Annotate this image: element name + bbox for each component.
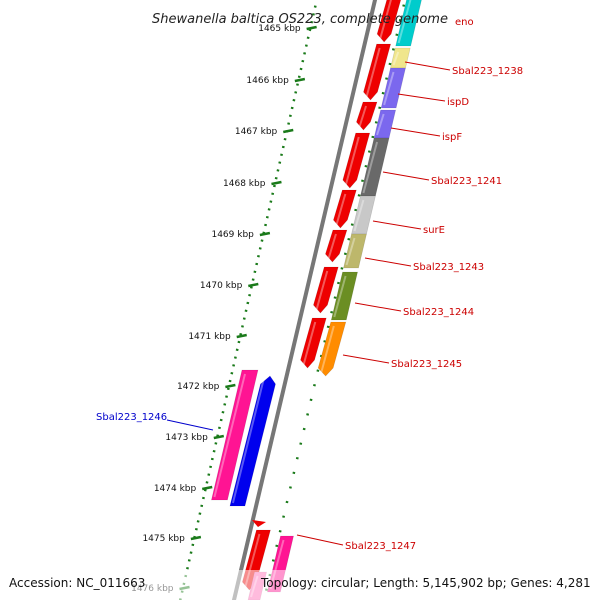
kbp-label: 1471 kbp <box>188 332 231 342</box>
forward-gene-shine <box>365 47 381 98</box>
gene-label: ispD <box>447 97 469 108</box>
gene-label: Sbal223_1243 <box>413 262 484 273</box>
cog-gene-shine <box>392 51 400 66</box>
forward-gene-shine <box>327 233 337 260</box>
reverse-gene-blue <box>229 375 276 507</box>
gene-label: Sbal223_1241 <box>431 176 502 187</box>
cog-gene-shine <box>376 113 385 136</box>
kbp-tick <box>225 383 236 389</box>
forward-gene-shine <box>335 193 347 226</box>
small-gene-arrow <box>252 520 266 527</box>
forward-gene <box>356 101 378 131</box>
gene-label: surE <box>423 225 445 236</box>
outer-tick-track <box>178 0 319 600</box>
kbp-tick <box>201 485 213 491</box>
cog-gene <box>395 0 422 47</box>
map-title: Shewanella baltica OS223, complete genom… <box>152 12 448 27</box>
reverse-gene-pink <box>211 369 259 501</box>
inner-tick-track <box>262 0 407 600</box>
kbp-tick <box>294 77 306 83</box>
cog-gene-shine <box>333 275 347 318</box>
gene-leader-line <box>390 127 441 137</box>
gene-leader-line <box>364 257 412 267</box>
kbp-tick <box>271 180 282 186</box>
gene-leader-line <box>166 419 214 431</box>
forward-gene-shine <box>379 0 392 40</box>
kbp-tick <box>190 535 202 541</box>
forward-gene-shine <box>358 105 367 128</box>
gene-leader-line <box>342 354 390 364</box>
kbp-label: 1474 kbp <box>154 484 197 494</box>
cog-gene <box>390 47 411 69</box>
forward-gene <box>300 317 327 369</box>
gene-label: Sbal223_1246 <box>96 412 167 423</box>
cog-gene-shine <box>383 71 395 106</box>
cog-gene-shine <box>345 237 356 266</box>
kbp-tick <box>306 25 317 31</box>
gene-leader-line <box>372 220 422 230</box>
forward-gene-shine <box>315 270 329 311</box>
forward-gene <box>363 43 392 101</box>
footer-band <box>0 570 600 600</box>
gene-label: Sbal223_1247 <box>345 541 416 552</box>
kbp-label: 1472 kbp <box>177 382 220 392</box>
forward-gene <box>313 266 339 314</box>
forward-gene-shine <box>302 321 317 366</box>
genome-map-drawing: 1465 kbp 1466 kbp 1467 kbp 1468 kbp 1469 kbp… <box>96 0 523 600</box>
cog-gene <box>317 321 347 377</box>
gene-leader-line <box>397 93 446 102</box>
cog-gene <box>380 67 406 109</box>
accession-text: Accession: NC_011663 <box>9 576 145 590</box>
forward-gene <box>325 229 348 263</box>
kbp-label: 1475 kbp <box>142 534 185 544</box>
gene-leader-line <box>404 61 451 71</box>
cog-gene <box>343 233 367 269</box>
forward-gene <box>342 132 371 189</box>
genome-backbone <box>231 0 378 600</box>
kbp-tick <box>213 434 225 440</box>
kbp-label: 1469 kbp <box>211 230 254 240</box>
kbp-tick <box>259 231 271 237</box>
gene-leader-line <box>296 534 344 546</box>
cog-gene-shine <box>320 325 335 374</box>
gene-label: eno <box>455 17 474 28</box>
topology-text: Topology: circular; Length: 5,145,902 bp… <box>260 576 591 590</box>
gene-label: Sbal223_1238 <box>452 66 523 77</box>
reverse-gene-blue-shine <box>231 379 265 504</box>
kbp-label: 1465 kbp <box>258 24 301 34</box>
gene-label: Sbal223_1245 <box>391 359 462 370</box>
cog-gene <box>330 271 358 321</box>
forward-gene-shine <box>344 136 360 186</box>
kbp-label: 1468 kbp <box>223 179 266 189</box>
kbp-tick <box>283 128 294 134</box>
gene-leader-line <box>354 302 402 312</box>
cog-gene-shine <box>362 141 379 194</box>
kbp-label: 1473 kbp <box>165 433 208 443</box>
kbp-label: 1467 kbp <box>235 127 278 137</box>
forward-gene <box>376 0 402 43</box>
gene-label: ispF <box>442 132 462 143</box>
forward-gene <box>333 189 357 229</box>
cog-gene-shine <box>353 199 365 232</box>
kbp-label: 1470 kbp <box>200 281 243 291</box>
gene-leader-line <box>382 171 430 181</box>
reverse-gene-pink-shine <box>213 373 246 498</box>
kbp-label: 1466 kbp <box>246 76 289 86</box>
kbp-tick <box>236 333 247 339</box>
kbp-tick <box>248 282 259 288</box>
cog-gene-shine <box>397 0 412 44</box>
gene-label: Sbal223_1244 <box>403 307 474 318</box>
